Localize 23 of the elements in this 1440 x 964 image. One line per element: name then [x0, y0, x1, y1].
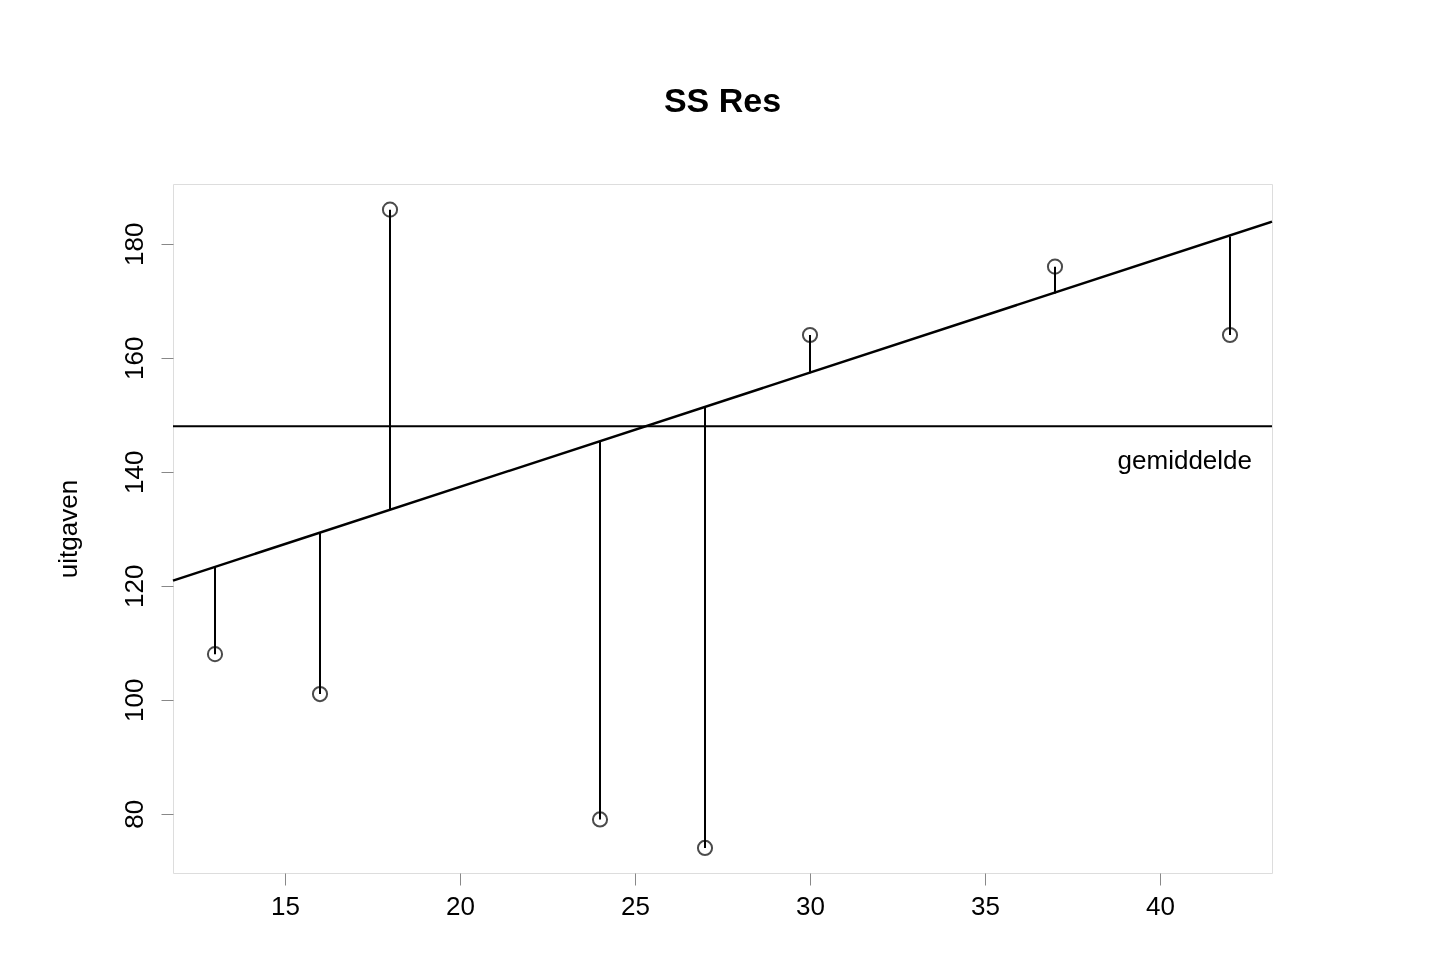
point [801, 326, 819, 344]
point [696, 839, 714, 856]
y-tick-label: 180 [118, 222, 149, 267]
x-tick-label: 35 [971, 890, 1000, 921]
y-tick-label: 120 [118, 564, 149, 608]
point [381, 201, 399, 218]
chart-title: SS Res [663, 81, 782, 119]
point [1221, 326, 1239, 344]
x-tick-label: 15 [271, 890, 300, 921]
x-tick-label: 30 [796, 890, 825, 921]
point [206, 646, 224, 663]
point [1046, 258, 1064, 275]
ref-line-label: gemiddelde [1117, 445, 1252, 476]
point [591, 811, 609, 828]
point [311, 686, 329, 703]
x-tick-label: 20 [446, 890, 475, 921]
x-tick-label: 25 [621, 890, 650, 921]
y-tick-label: 100 [118, 678, 149, 722]
y-tick-label: 140 [118, 450, 149, 494]
y-tick-label: 80 [118, 799, 149, 829]
y-tick-label: 160 [118, 336, 149, 381]
x-tick-label: 40 [1146, 890, 1175, 921]
y-axis-title: uitgaven [52, 479, 83, 579]
